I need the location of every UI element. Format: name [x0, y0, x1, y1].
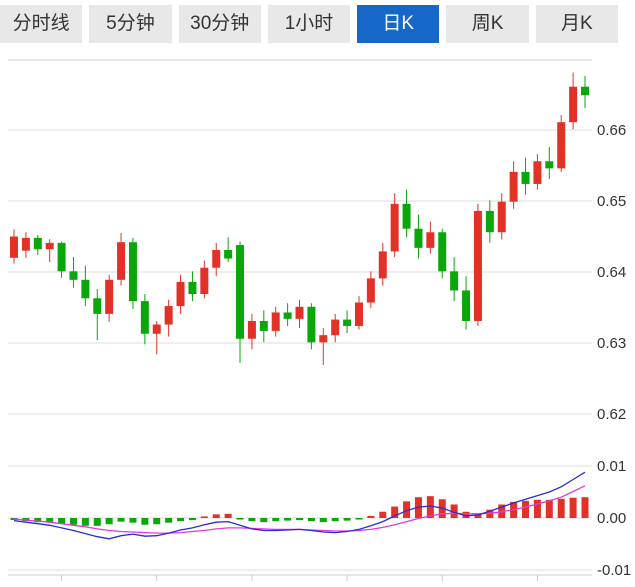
tab-weekly-k[interactable]: 周K [446, 5, 529, 43]
tab-time-line[interactable]: 分时线 [0, 5, 83, 43]
interval-tab-bar: 分时线 5分钟 30分钟 1小时 日K 周K 月K [0, 0, 635, 47]
svg-text:-0.01: -0.01 [597, 562, 631, 579]
svg-text:0.65: 0.65 [597, 193, 626, 210]
y-axis-labels: 0.66 0.65 0.64 0.63 0.62 0.01 0.00 -0.01 [597, 122, 631, 579]
macd-histogram [10, 496, 589, 526]
svg-text:0.66: 0.66 [597, 122, 626, 139]
tab-5min[interactable]: 5分钟 [89, 5, 172, 43]
svg-text:0.63: 0.63 [597, 335, 626, 352]
chart-area[interactable]: 0.66 0.65 0.64 0.63 0.62 0.01 0.00 -0.01 [0, 47, 635, 587]
svg-text:0.00: 0.00 [597, 510, 626, 527]
svg-text:0.64: 0.64 [597, 264, 626, 281]
svg-text:0.01: 0.01 [597, 458, 626, 475]
tab-30min[interactable]: 30分钟 [178, 5, 261, 43]
svg-text:0.62: 0.62 [597, 406, 626, 423]
grid-lines [8, 129, 592, 571]
candlestick-macd-chart[interactable]: 0.66 0.65 0.64 0.63 0.62 0.01 0.00 -0.01 [0, 47, 635, 587]
panel-borders [8, 59, 592, 581]
tab-daily-k[interactable]: 日K [357, 5, 440, 43]
tab-monthly-k[interactable]: 月K [535, 5, 618, 43]
macd-dif-line [13, 471, 586, 540]
candle-series [10, 72, 589, 366]
tab-1hour[interactable]: 1小时 [267, 5, 351, 43]
